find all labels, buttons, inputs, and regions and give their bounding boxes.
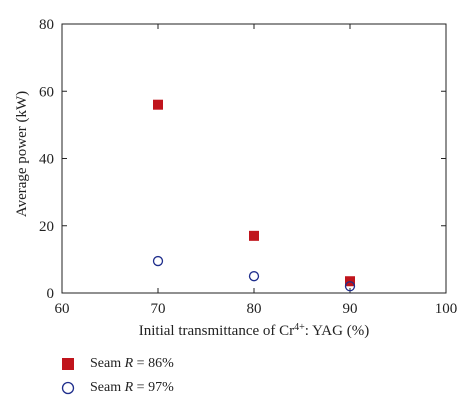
point-seam-97-2	[344, 281, 356, 292]
data-points	[152, 99, 356, 292]
plot-frame	[61, 23, 447, 294]
x-axis-label: Initial transmittance of Cr4+: YAG (%)	[139, 322, 369, 340]
legend-label-suffix: = 97%	[133, 380, 174, 395]
legend-marker-square	[62, 358, 74, 370]
x-tick-label: 90	[343, 301, 358, 317]
point-seam-97-0	[152, 255, 164, 267]
point-seam-97-1	[248, 271, 260, 282]
x-tick-label: 60	[55, 301, 70, 317]
x-axis-label-suffix: : YAG (%)	[305, 323, 369, 339]
x-axis-label-main: Initial transmittance of Cr	[139, 323, 294, 339]
legend-label-variable: R	[124, 356, 134, 371]
legend-label-variable: R	[124, 380, 134, 395]
legend-marker-circle	[61, 381, 75, 395]
open-circle-marker-icon	[61, 381, 75, 395]
legend: Seam R = 86% Seam R = 97%	[60, 352, 174, 400]
legend-label-seam-97: Seam R = 97%	[90, 380, 174, 396]
y-tick-label: 20	[39, 219, 54, 235]
legend-item-seam-86: Seam R = 86%	[60, 352, 174, 376]
x-tick-label: 80	[247, 301, 262, 317]
y-tick-label: 40	[39, 152, 54, 168]
y-tick-label: 60	[39, 84, 54, 100]
legend-label-prefix: Seam	[90, 356, 125, 371]
point-seam-86-0	[153, 99, 163, 110]
y-axis-label: Average power (kW)	[14, 91, 30, 217]
legend-label-prefix: Seam	[90, 380, 125, 395]
point-seam-86-1	[249, 230, 259, 241]
y-tick-label: 80	[39, 17, 54, 33]
x-tick-label: 70	[151, 301, 166, 317]
x-axis-label-superscript: 4+	[294, 322, 305, 333]
legend-label-suffix: = 86%	[133, 356, 174, 371]
y-tick-label: 0	[47, 286, 55, 302]
plot-area	[61, 23, 447, 294]
legend-label-seam-86: Seam R = 86%	[90, 356, 174, 372]
legend-item-seam-97: Seam R = 97%	[60, 376, 174, 400]
y-tick-labels: 0 20 40 60 80	[39, 17, 54, 302]
filled-square-marker-icon	[62, 358, 74, 370]
scatter-chart: 60 70 80 90 100 0 20 40 60 80 Average power (kW)…	[14, 17, 458, 340]
x-tick-labels: 60 70 80 90 100	[55, 301, 458, 317]
axis-ticks	[61, 23, 447, 294]
x-tick-label: 100	[435, 301, 458, 317]
